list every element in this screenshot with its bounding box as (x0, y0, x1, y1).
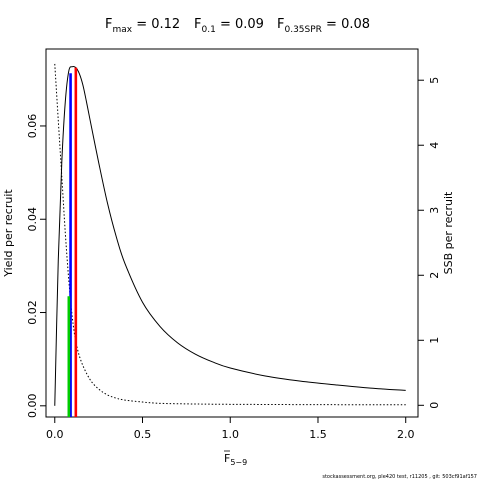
x-axis-title-sub: 5−9 (230, 458, 247, 467)
y-right-axis-title: SSB per recruit (442, 191, 455, 274)
title-fmax-sub: max (112, 25, 132, 35)
y-right-tick-label: 1 (428, 337, 441, 344)
title-f01-base: F (194, 17, 201, 32)
y-right-tick-label: 3 (428, 207, 441, 214)
footer-text: stockassessment.org, ple420 test, r11205… (322, 474, 477, 480)
y-left-tick-label: 0.02 (26, 300, 39, 325)
y-right-tick-label: 5 (428, 77, 441, 84)
series-group (54, 63, 406, 406)
axis-ticks: 0.0 0.5 1.0 1.5 2.0 0.00 0.02 0.04 0.06 0 1 2 3 4 5 (26, 77, 441, 441)
x-tick-label: 1.5 (309, 428, 327, 441)
y-left-tick-label: 0.04 (26, 207, 39, 232)
reference-lines (67, 67, 78, 417)
chart-title: Fmax = 0.12 F0.1 = 0.09 F0.35SPR = 0.08 (105, 17, 370, 35)
x-axis-title-base: F (224, 452, 230, 465)
y-left-axis-title: Yield per recruit (2, 189, 15, 278)
title-f01-value: = 0.09 (216, 17, 264, 32)
x-axis-title: F5−9 (224, 452, 247, 467)
plot-frame (45, 48, 419, 418)
y-left-tick-label: 0.00 (26, 394, 39, 419)
x-tick-label: 2.0 (397, 428, 415, 441)
title-fspr-value: = 0.08 (322, 17, 370, 32)
y-right-tick-label: 2 (428, 272, 441, 279)
title-fmax-base: F (105, 17, 112, 32)
yield-per-recruit-line (54, 65, 406, 406)
y-right-tick-label: 0 (428, 402, 441, 409)
x-tick-label: 0.5 (134, 428, 152, 441)
title-f01-sub: 0.1 (201, 25, 215, 35)
y-left-tick-label: 0.06 (26, 114, 39, 139)
y-right-tick-label: 4 (428, 142, 441, 149)
title-fspr-base: F (277, 17, 284, 32)
title-fmax-value: = 0.12 (132, 17, 180, 32)
title-fspr-sub: 0.35SPR (284, 25, 321, 35)
x-tick-label: 1.0 (221, 428, 239, 441)
ssb-per-recruit-line (54, 63, 406, 406)
x-tick-label: 0.0 (46, 428, 64, 441)
